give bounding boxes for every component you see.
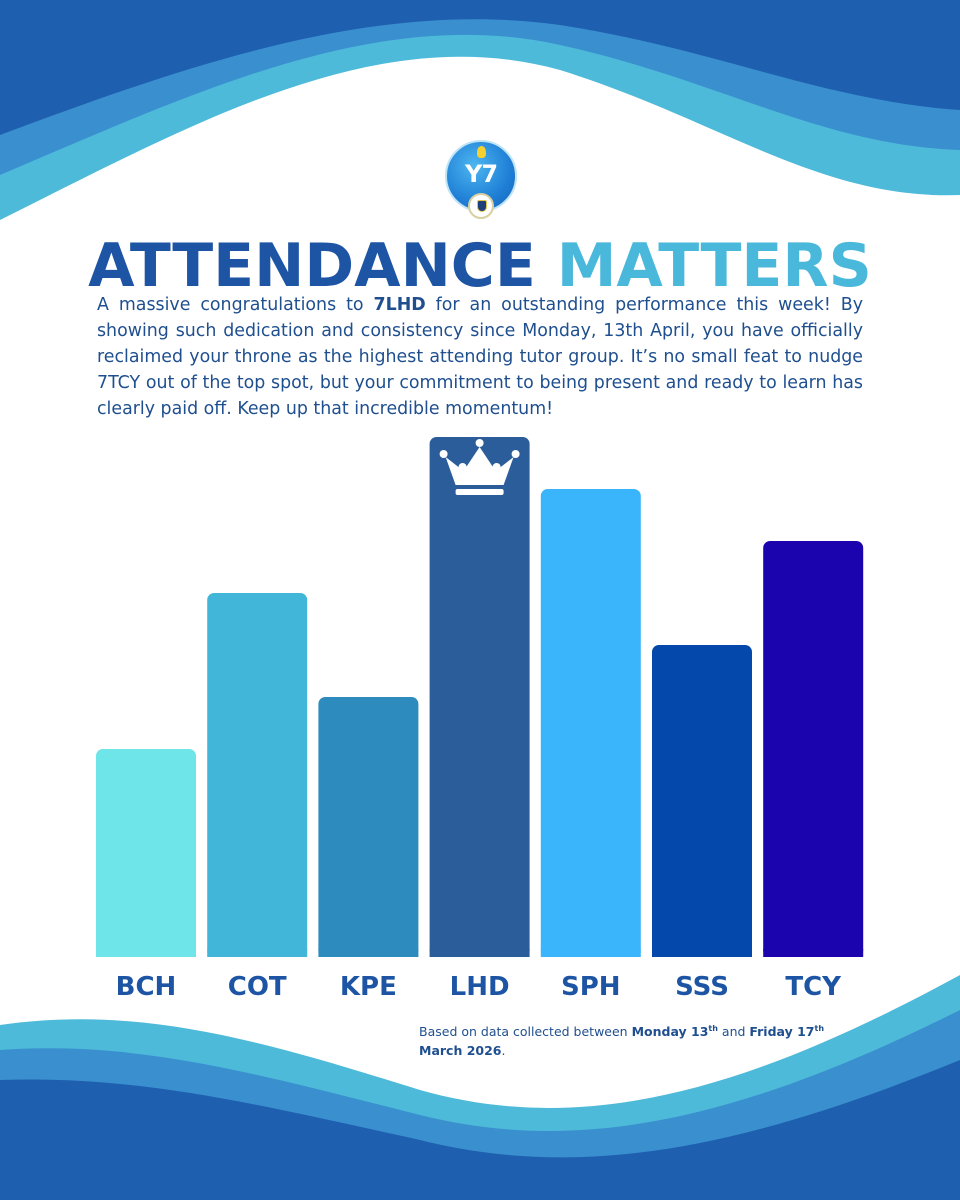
intro-text-2: for an outstanding performance this week… <box>97 295 863 419</box>
title-part-1: ATTENDANCE <box>88 231 536 301</box>
bar-label-kpe: KPE <box>340 972 397 1002</box>
bar-cot <box>207 593 308 957</box>
bar-bch-base <box>96 949 196 957</box>
footnote-start-date: Monday 13 <box>631 1024 709 1040</box>
bar-sss-base <box>652 949 752 957</box>
footnote-month-year: March 2026 <box>419 1043 502 1059</box>
title-part-2: MATTERS <box>556 231 872 301</box>
intro-paragraph: A massive congratulations to 7LHD for an… <box>97 292 863 422</box>
footnote-end-suffix: th <box>814 1024 825 1033</box>
intro-group: 7LHD <box>373 295 426 315</box>
footnote-text-2: and <box>717 1024 750 1040</box>
school-crest-icon <box>468 193 494 219</box>
attendance-bar-chart: BCH COT KPE LHD SPH SSS TCY <box>96 437 864 1002</box>
footnote-end-date: Friday 17 <box>749 1024 815 1040</box>
bar-cot-base <box>207 949 308 957</box>
bar-kpe-base <box>318 949 419 957</box>
footnote-start-suffix: th <box>708 1024 718 1033</box>
bar-sph <box>540 489 641 957</box>
page-title: ATTENDANCE MATTERS <box>0 226 960 306</box>
bar-bch <box>96 749 196 957</box>
footnote-text-3: . <box>501 1043 506 1059</box>
lightbulb-icon <box>477 146 486 158</box>
bar-lhd-base <box>429 949 530 957</box>
bar-label-lhd: LHD <box>450 972 510 1002</box>
bar-label-cot: COT <box>228 972 287 1002</box>
bar-label-tcy: TCY <box>785 972 842 1002</box>
bar-kpe <box>318 697 419 957</box>
bar-label-sss: SSS <box>675 972 729 1002</box>
bar-sph-base <box>540 949 641 957</box>
footnote: Based on data collected between Monday 1… <box>419 1019 869 1060</box>
bar-label-bch: BCH <box>116 972 177 1002</box>
bar-sss <box>652 645 752 957</box>
bar-lhd <box>429 437 530 957</box>
logo-text: Y7 <box>464 160 498 188</box>
footnote-text-1: Based on data collected between <box>419 1024 632 1040</box>
bar-tcy-base <box>763 949 864 957</box>
bar-tcy <box>763 541 864 957</box>
bar-label-sph: SPH <box>561 972 621 1002</box>
intro-text-1: A massive congratulations to <box>97 295 374 315</box>
crown-icon <box>439 439 520 495</box>
